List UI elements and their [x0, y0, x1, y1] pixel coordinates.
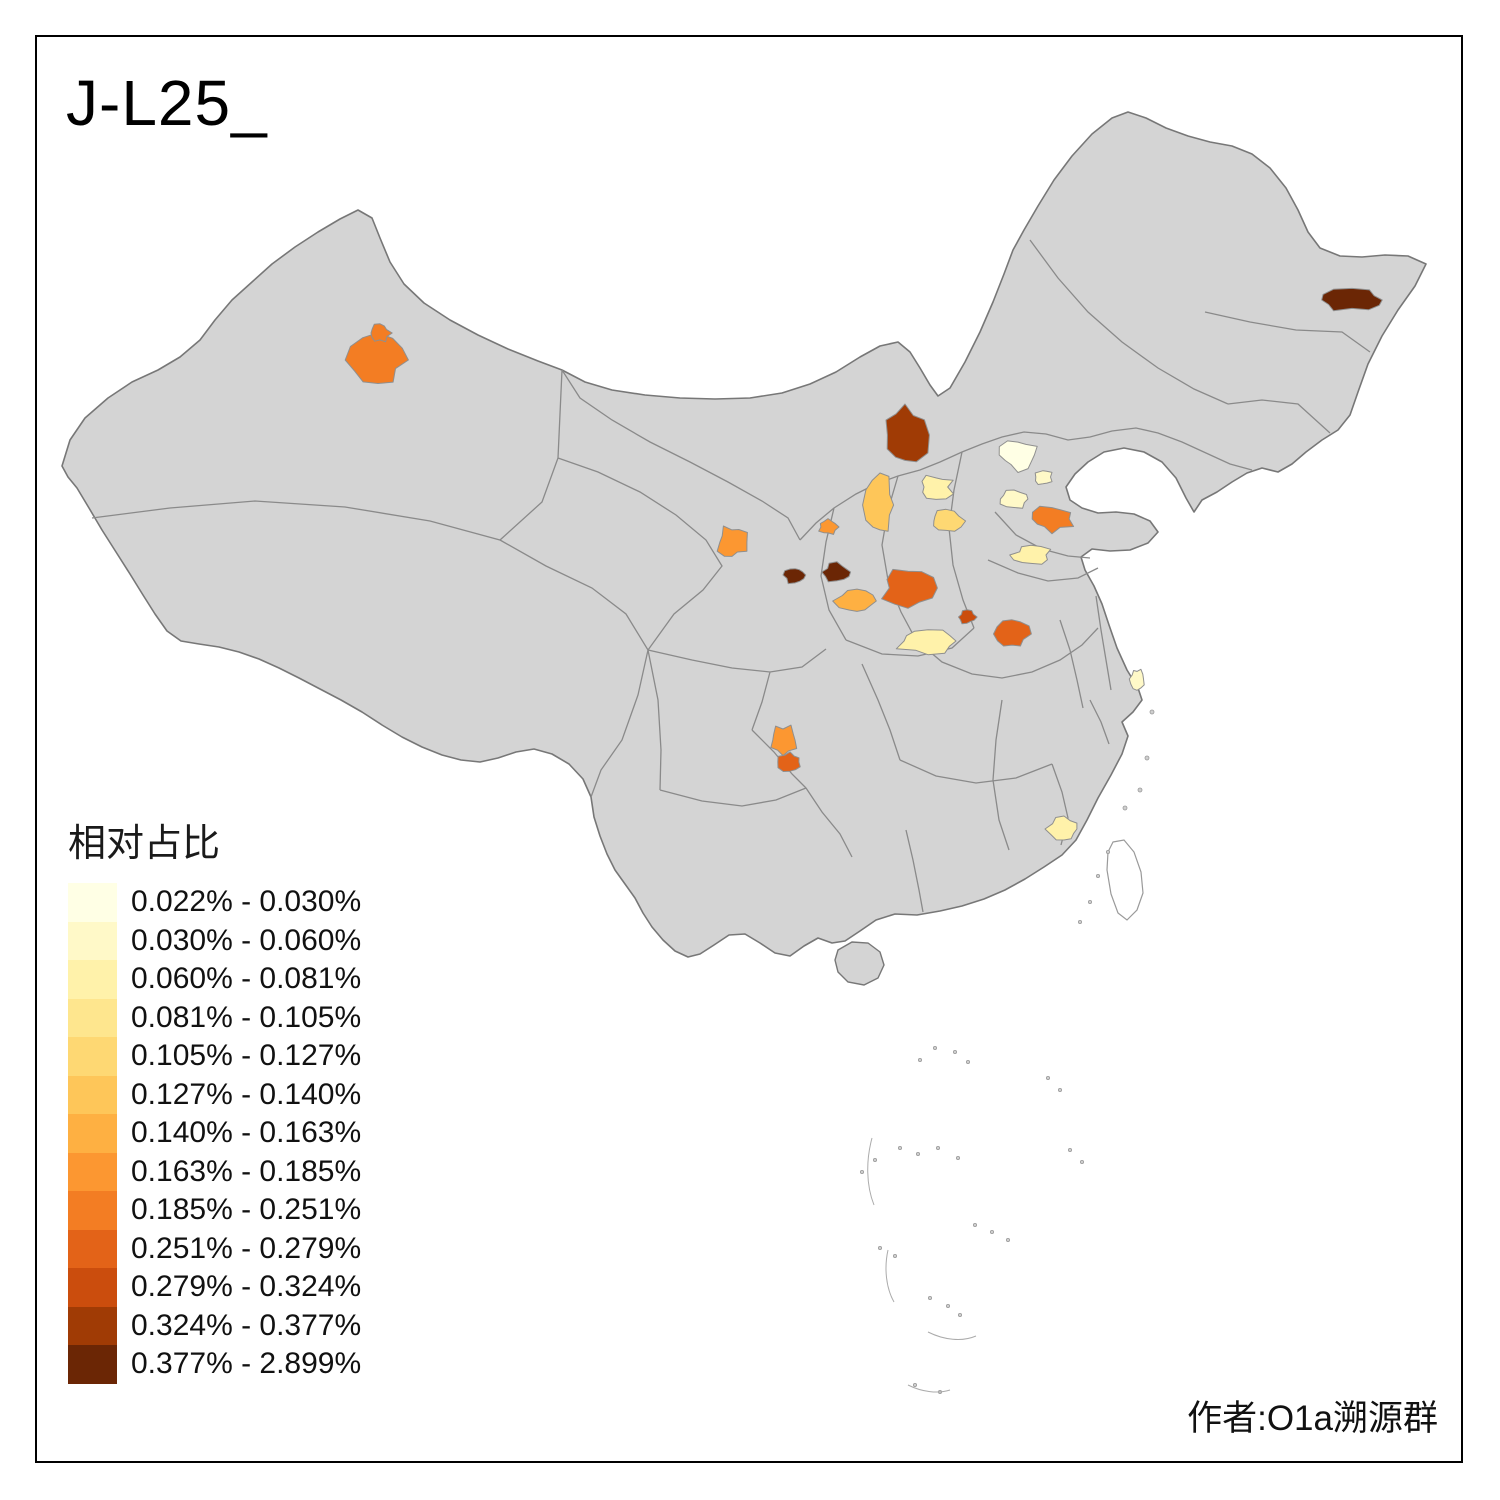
legend-label: 0.279% - 0.324% [131, 1270, 362, 1304]
shanghai-pale-spot [1128, 668, 1145, 691]
fujian-pale-spot [1044, 815, 1078, 841]
shanxi-mid-spot [933, 508, 967, 532]
legend-swatch [68, 1114, 117, 1153]
xinjiang-spot [344, 332, 409, 384]
legend-row: 0.279% - 0.324% [68, 1268, 488, 1307]
legend: 相对占比 0.022% - 0.030% 0.030% - 0.060% 0.060… [68, 812, 488, 1384]
legend-row: 0.251% - 0.279% [68, 1229, 488, 1268]
hebei-west-pale-spot [921, 474, 954, 500]
tianjin-pale-spot [1034, 470, 1053, 485]
xinjiang-small-spot [370, 323, 393, 343]
legend-row: 0.377% - 2.899% [68, 1345, 488, 1384]
legend-swatch [68, 1075, 117, 1114]
shaanxi-small-spot [818, 518, 840, 535]
legend-swatch [68, 921, 117, 960]
hanzhong-pale-spot [895, 629, 957, 656]
legend-row: 0.324% - 0.377% [68, 1306, 488, 1345]
province-borders-northeast [1029, 239, 1371, 434]
hebei-south-pale-spot [999, 489, 1029, 509]
taiwan-outline [1106, 839, 1144, 921]
legend-label: 0.251% - 0.279% [131, 1231, 362, 1265]
legend-row: 0.081% - 0.105% [68, 998, 488, 1037]
legend-swatch [68, 1306, 117, 1345]
legend-swatch [68, 1345, 117, 1384]
legend-row: 0.140% - 0.163% [68, 1114, 488, 1153]
shandong-south-pale-spot [1009, 544, 1052, 565]
legend-swatch [68, 883, 117, 922]
ningxia-east-dark-spot [821, 561, 852, 583]
legend-label: 0.324% - 0.377% [131, 1308, 362, 1342]
legend-label: 0.030% - 0.060% [131, 923, 362, 957]
legend-label: 0.185% - 0.251% [131, 1193, 362, 1227]
legend-label: 0.377% - 2.899% [131, 1347, 362, 1381]
henan-spot [993, 619, 1032, 647]
legend-row: 0.060% - 0.081% [68, 960, 488, 999]
guanzhong-spot [881, 568, 938, 609]
legend-row: 0.127% - 0.140% [68, 1075, 488, 1114]
legend-swatch [68, 960, 117, 999]
choropleth-spots [344, 287, 1383, 841]
ningxia-west-dark-spot [782, 568, 807, 585]
legend-label: 0.127% - 0.140% [131, 1077, 362, 1111]
shaanxi-north-spot [832, 588, 877, 612]
legend-row: 0.185% - 0.251% [68, 1191, 488, 1230]
legend-entries: 0.022% - 0.030% 0.030% - 0.060% 0.060% - 0… [68, 883, 488, 1384]
gansu-spot [716, 525, 748, 557]
legend-label: 0.105% - 0.127% [131, 1039, 362, 1073]
legend-row: 0.030% - 0.060% [68, 921, 488, 960]
henan-west-small-spot [958, 609, 978, 625]
legend-swatch [68, 1037, 117, 1076]
south-china-sea-islands [860, 709, 1155, 1395]
shanxi-north-spot [862, 472, 895, 532]
legend-swatch [68, 1152, 117, 1191]
legend-label: 0.140% - 0.163% [131, 1116, 362, 1150]
guizhou-spot [777, 751, 801, 772]
hainan-island [834, 941, 885, 986]
legend-label: 0.060% - 0.081% [131, 962, 362, 996]
legend-row: 0.022% - 0.030% [68, 883, 488, 922]
legend-title: 相对占比 [68, 823, 221, 865]
legend-label: 0.163% - 0.185% [131, 1154, 362, 1188]
author-credit: 作者:O1a溯源群 [1187, 1399, 1438, 1438]
legend-swatch [68, 1191, 117, 1230]
legend-row: 0.163% - 0.185% [68, 1152, 488, 1191]
chongqing-spot [770, 724, 798, 757]
legend-swatch [68, 998, 117, 1037]
beijing-pale-spot [998, 440, 1038, 473]
northeast-dark-spot [1321, 287, 1383, 312]
legend-swatch [68, 1229, 117, 1268]
inner-mongolia-dark-spot [885, 403, 930, 463]
map-title: J-L25_ [66, 67, 268, 139]
legend-label: 0.081% - 0.105% [131, 1000, 362, 1034]
shandong-west-spot [1031, 505, 1075, 535]
legend-row: 0.105% - 0.127% [68, 1037, 488, 1076]
legend-swatch [68, 1268, 117, 1307]
legend-label: 0.022% - 0.030% [131, 885, 362, 919]
